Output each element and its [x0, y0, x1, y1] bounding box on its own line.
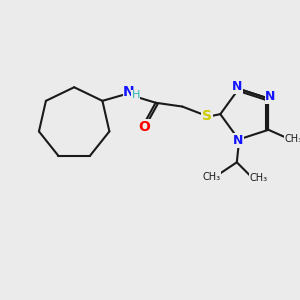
- Text: O: O: [138, 119, 150, 134]
- Text: CH₃: CH₃: [250, 173, 268, 184]
- Text: N: N: [265, 90, 276, 103]
- Text: CH₃: CH₃: [202, 172, 220, 182]
- Text: N: N: [232, 80, 242, 93]
- Text: S: S: [202, 109, 212, 123]
- Text: N: N: [123, 85, 135, 99]
- Text: H: H: [131, 90, 140, 100]
- Text: N: N: [232, 134, 243, 147]
- Text: CH₃: CH₃: [284, 134, 300, 144]
